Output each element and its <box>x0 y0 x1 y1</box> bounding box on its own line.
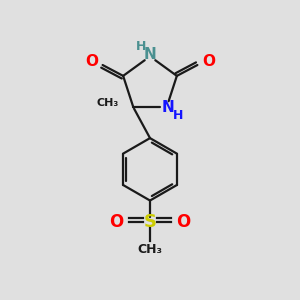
Text: O: O <box>110 213 124 231</box>
Text: O: O <box>176 213 190 231</box>
Text: N: N <box>162 100 175 115</box>
Text: H: H <box>173 109 184 122</box>
Text: O: O <box>85 53 98 68</box>
Text: N: N <box>144 47 156 62</box>
Text: S: S <box>143 213 157 231</box>
Text: O: O <box>202 53 215 68</box>
Text: CH₃: CH₃ <box>137 243 163 256</box>
Text: H: H <box>136 40 146 53</box>
Text: CH₃: CH₃ <box>97 98 119 108</box>
